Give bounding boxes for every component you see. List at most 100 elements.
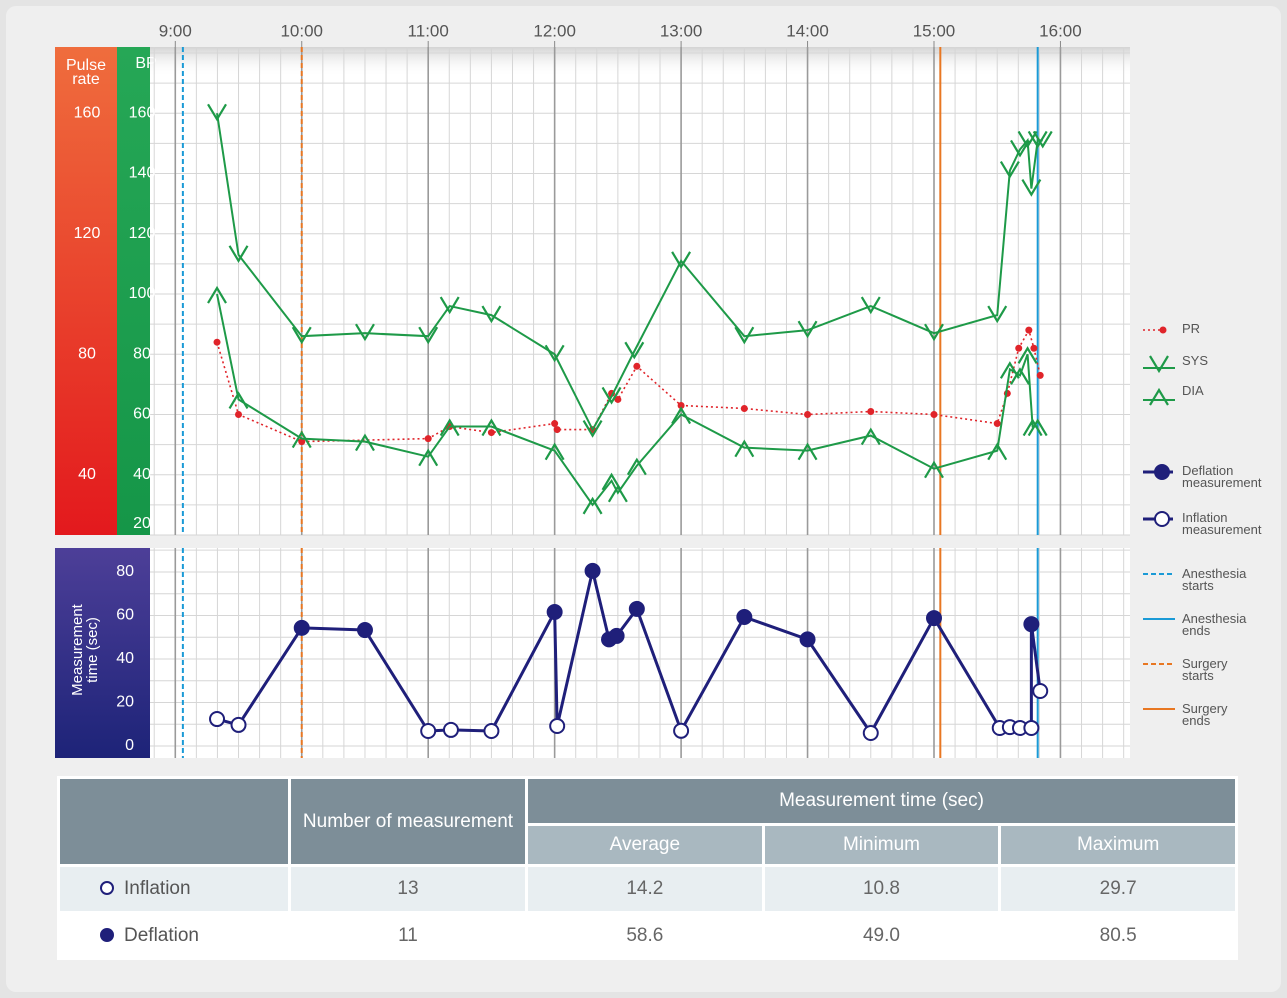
bottom-plot <box>150 548 1130 758</box>
bp-tick-label: 20 <box>133 515 151 532</box>
top-plot-band <box>150 47 1130 77</box>
deflation-point <box>926 610 942 627</box>
dia-marker <box>999 361 1020 379</box>
legend-label: Anesthesia starts <box>1182 566 1247 593</box>
inflation-point <box>483 723 500 740</box>
inflation-point <box>549 718 566 735</box>
dia-marker <box>860 427 881 446</box>
pr-point <box>740 404 748 412</box>
dia-marker <box>418 448 439 467</box>
measurement-axis-title: Measurement time (sec) <box>69 604 101 696</box>
sys-marker <box>1021 179 1042 197</box>
dia-marker <box>987 442 1008 461</box>
pr-point <box>1036 371 1044 379</box>
pr-point <box>677 401 685 409</box>
cell: 49.0 <box>761 911 1002 960</box>
sys-marker <box>355 323 375 342</box>
bp-tick-label: 100 <box>129 285 156 302</box>
legend-label: SYS <box>1182 353 1209 368</box>
dia-marker <box>626 457 647 476</box>
pr-point <box>993 420 1001 428</box>
top-plot <box>150 47 1130 535</box>
sys-marker <box>624 341 645 360</box>
measurement-tick-label: 80 <box>116 563 134 580</box>
dia-marker <box>582 496 603 515</box>
open-circle-icon <box>100 881 114 895</box>
row-label-text: Inflation <box>124 878 191 899</box>
legend-label: PR <box>1182 321 1201 336</box>
legend-marker <box>1149 355 1169 374</box>
bp-tick-label: 160 <box>129 104 156 121</box>
pr-point <box>213 338 221 346</box>
bp-tick-label: 60 <box>133 406 151 423</box>
dia-marker <box>1010 367 1030 385</box>
pr-point <box>1030 344 1038 352</box>
dia-marker <box>228 391 249 410</box>
x-tick-label: 12:00 <box>533 21 576 40</box>
pr-point <box>235 411 243 419</box>
legend-marker <box>1159 326 1167 334</box>
dia-marker <box>607 484 628 503</box>
legend-label: Surgery starts <box>1182 656 1228 683</box>
dia-marker <box>734 439 755 458</box>
dia-marker <box>1017 346 1038 364</box>
legend-label: Surgery ends <box>1182 701 1228 728</box>
bp-tick-label: 140 <box>129 165 156 182</box>
row-label: Inflation <box>57 864 291 914</box>
deflation-point <box>584 562 601 579</box>
measurement-tick-label: 20 <box>116 694 134 711</box>
sys-marker <box>1017 130 1038 149</box>
series-line <box>216 113 1043 432</box>
legend-marker <box>1154 511 1170 527</box>
row-label-text: Deflation <box>124 924 199 946</box>
x-tick-label: 15:00 <box>913 21 956 40</box>
measurement-axis-band <box>55 548 150 758</box>
pr-point <box>487 429 495 437</box>
pr-point <box>551 420 559 428</box>
sys-marker <box>418 326 439 345</box>
pulse-axis-title: Pulse rate <box>65 57 107 88</box>
legend-label: DIA <box>1182 383 1204 398</box>
bp-tick-label: 120 <box>129 225 156 242</box>
sys-marker <box>797 320 818 339</box>
inflation-point <box>420 723 437 740</box>
bp-axis-band <box>117 47 150 535</box>
measurement-tick-label: 0 <box>125 737 134 754</box>
pr-point <box>1015 344 1023 352</box>
inflation-point <box>230 716 247 733</box>
dia-marker <box>671 406 692 425</box>
pr-point <box>553 426 561 434</box>
deflation-point <box>1023 616 1040 633</box>
x-tick-label: 13:00 <box>660 21 703 40</box>
pr-point <box>1025 326 1033 334</box>
pulse-tick-label: 40 <box>78 466 96 483</box>
pulse-tick-label: 80 <box>78 345 96 362</box>
corner-cell <box>57 776 291 867</box>
x-tick-label: 16:00 <box>1039 21 1082 40</box>
x-tick-label: 14:00 <box>786 21 829 40</box>
deflation-point <box>799 631 816 648</box>
sys-marker <box>671 251 692 270</box>
dia-marker <box>481 418 502 437</box>
sys-marker <box>228 245 249 263</box>
series-line <box>216 293 1038 507</box>
subheader-cell: Minimum <box>761 823 1002 867</box>
sys-marker <box>924 323 944 342</box>
x-tick-label: 9:00 <box>159 21 192 40</box>
sys-marker <box>481 305 502 324</box>
sys-marker <box>207 103 227 122</box>
deflation-point <box>628 600 645 617</box>
dia-marker <box>439 418 460 437</box>
pr-point <box>804 411 812 419</box>
bp-tick-label: 40 <box>133 466 151 483</box>
sys-marker <box>734 326 755 345</box>
header-cell: Number of measurement <box>288 776 528 867</box>
inflation-point <box>442 721 459 738</box>
pulse-tick-label: 120 <box>74 225 101 242</box>
sys-marker <box>987 305 1008 324</box>
cell: 58.6 <box>525 911 765 960</box>
dia-marker <box>601 472 622 491</box>
sys-marker <box>544 344 565 363</box>
